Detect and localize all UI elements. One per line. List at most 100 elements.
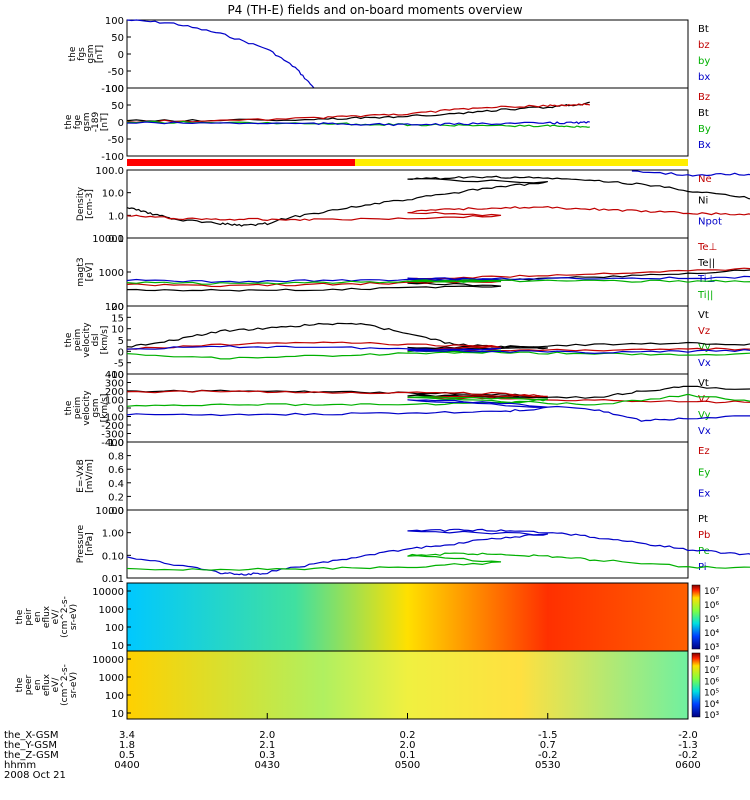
y-tick-label: -200	[101, 421, 124, 432]
y-tick-label: -5	[114, 359, 124, 370]
x-row-value: 0.1	[400, 750, 416, 761]
y-tick-label: 300	[105, 379, 124, 390]
y-tick-label: 400	[105, 370, 124, 381]
x-row-value: 0.3	[259, 750, 275, 761]
y-tick-label: 0.6	[108, 465, 124, 476]
x-row-value: -0.2	[538, 750, 558, 761]
y-axis-label: en	[33, 611, 43, 622]
y-axis-label: the	[15, 609, 25, 624]
y-axis-label: en	[33, 679, 43, 690]
y-tick-label: 10	[111, 641, 124, 652]
y-axis-label: the	[64, 114, 74, 129]
colorbar	[691, 652, 701, 718]
y-axis-label: peer	[24, 674, 34, 695]
spectrogram-image	[127, 651, 688, 719]
y-axis-label: sr-eV)	[69, 604, 79, 630]
mode-bar	[127, 159, 688, 166]
colorbar-label: 10³	[704, 643, 719, 653]
y-axis-label: the	[68, 46, 78, 61]
y-tick-label: -100	[101, 84, 124, 95]
y-axis-label: gsm	[86, 44, 96, 63]
legend-ex: Ex	[698, 489, 710, 500]
legend-pe: Pe	[698, 546, 710, 557]
y-tick-label: 100	[105, 302, 124, 313]
y-tick-label: 10	[111, 325, 124, 336]
legend-ni: Ni	[698, 195, 708, 206]
legend-te: Te⊥	[697, 242, 717, 253]
y-axis-label: [eV]	[85, 263, 95, 282]
y-tick-label: -10	[108, 370, 124, 381]
legend-bx: bx	[698, 72, 710, 83]
colorbar-label: 10⁷	[704, 587, 719, 597]
x-row-value: 0.2	[400, 730, 416, 741]
y-tick-label: 10000	[92, 234, 124, 245]
series-ni	[126, 175, 750, 227]
legend-bt: Bt	[698, 24, 709, 35]
x-row-label: hhmm	[4, 760, 36, 771]
y-tick-label: 20	[111, 302, 124, 313]
legend-vz: Vz	[698, 326, 710, 337]
y-axis-label: (cm^2-s-	[60, 596, 70, 638]
colorbar-label: 10⁵	[704, 615, 719, 625]
y-axis-label: peir	[24, 608, 34, 626]
x-row-value: 0430	[255, 760, 280, 771]
x-row-label: the_Z-GSM	[4, 750, 59, 761]
series-npot	[631, 170, 750, 177]
x-row-value: -2.0	[678, 730, 698, 741]
legend-bx: Bx	[698, 140, 711, 151]
colorbar-label: 10⁵	[704, 689, 719, 699]
y-tick-label: -50	[108, 67, 124, 78]
y-tick-label: -100	[101, 413, 124, 424]
x-row-value: -1.5	[538, 730, 558, 741]
legend-ne: Ne	[698, 174, 712, 185]
panel-fge: 100 50 0 -50 -100 the fge gsm -189 [nT] Bz Bt By Bx	[64, 84, 711, 163]
y-axis-label: dsl	[91, 334, 101, 347]
x-row-value: 2.1	[259, 740, 275, 751]
y-tick-label: 0	[118, 50, 124, 61]
x-row-value: 0530	[535, 760, 560, 771]
y-tick-label: 0.10	[102, 551, 124, 562]
x-row-value: -1.3	[678, 740, 698, 751]
y-axis-label: peim	[73, 329, 83, 352]
panel-fgs: 100 50 0 -50 -100 the fgs gsm [nT] Bt bz by bx	[68, 16, 710, 95]
y-axis-label: [nPa]	[85, 532, 95, 555]
mode-bar-red	[127, 159, 355, 166]
series-ne	[126, 205, 750, 222]
x-date-label: 2008 Oct 21	[4, 770, 66, 781]
x-row-value: -0.2	[678, 750, 698, 761]
y-tick-label: 100	[105, 84, 124, 95]
colorbar-label: 10⁶	[704, 677, 719, 687]
series-vz	[126, 341, 750, 352]
legend-vy: Vy	[698, 410, 711, 421]
spectrogram-peir_en_eflux: 10000 1000 100 10 the peir en eflux eV/(cm^2-s-s…	[15, 582, 719, 653]
y-axis-label: sr-eV)	[69, 672, 79, 698]
legend-pt: Pt	[698, 514, 708, 525]
y-tick-label: 100	[105, 623, 124, 634]
y-axis-label: E=-VxB	[76, 459, 86, 493]
legend-vz: Vz	[698, 394, 710, 405]
y-tick-label: 100	[105, 691, 124, 702]
x-row-value: 0400	[114, 760, 139, 771]
y-axis-label: [cm-3]	[85, 189, 95, 219]
legend-vt: Vt	[698, 378, 709, 389]
y-tick-label: 5	[118, 336, 124, 347]
series-vx	[126, 345, 750, 355]
y-tick-label: 0.2	[108, 492, 124, 503]
y-tick-label: 0.1	[108, 234, 124, 245]
legend-ti: Ti||	[697, 290, 713, 301]
x-row-value: 3.4	[119, 730, 135, 741]
mode-bar-yellow	[355, 159, 688, 166]
colorbar-label: 10⁶	[704, 601, 719, 611]
y-tick-label: 10.0	[102, 189, 124, 200]
legend-bz: Bz	[698, 92, 710, 103]
y-tick-label: 10000	[92, 587, 124, 598]
colorbar-label: 10⁷	[704, 666, 719, 676]
y-tick-label: 0.4	[108, 479, 124, 490]
series-pe	[126, 552, 750, 571]
y-tick-label: 1000	[99, 268, 124, 279]
series-pi	[126, 528, 750, 576]
y-axis-label: [km/s]	[100, 326, 110, 355]
y-axis-label: eflux	[42, 673, 52, 696]
